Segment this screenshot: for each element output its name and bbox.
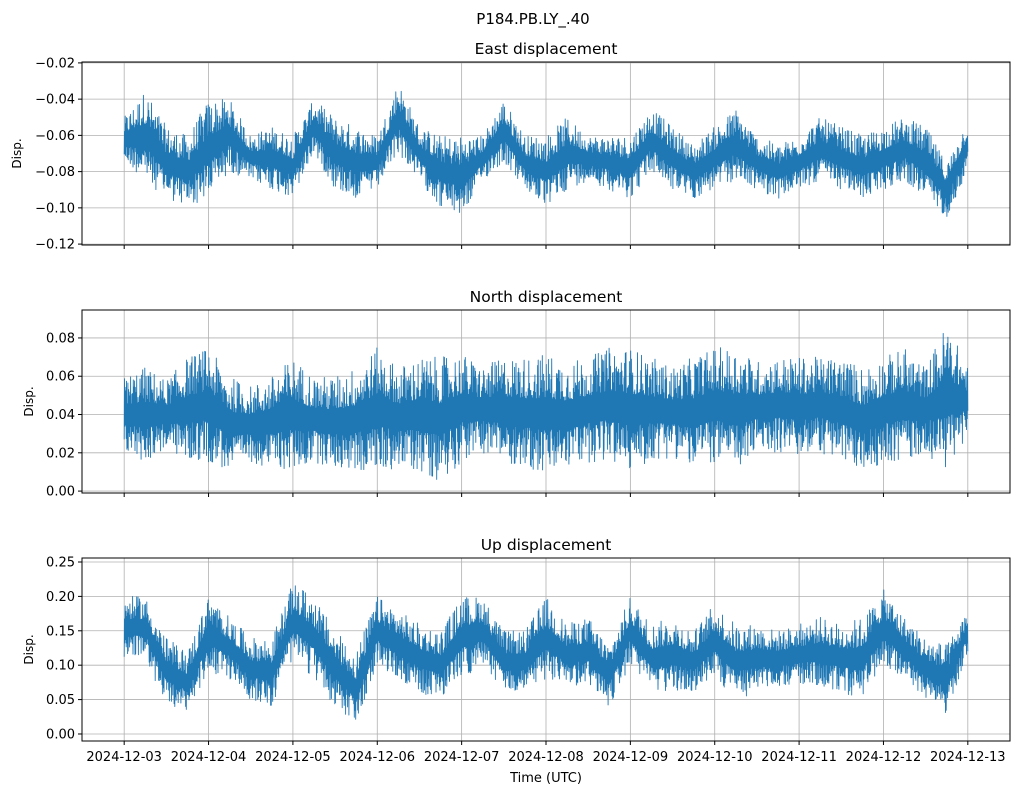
- y-tick-label: 0.02: [46, 446, 75, 461]
- y-tick-label: −0.02: [35, 56, 75, 71]
- y-tick-label: −0.08: [35, 165, 75, 180]
- x-tick-label: 2024-12-13: [930, 750, 1006, 765]
- y-axis-label: Disp.: [22, 386, 36, 416]
- y-axis-label: Disp.: [10, 138, 24, 168]
- y-tick-label: 0.00: [46, 727, 75, 742]
- x-tick-label: 2024-12-05: [255, 750, 331, 765]
- y-tick-label: −0.12: [35, 238, 75, 253]
- data-series-line: [123, 90, 969, 217]
- y-tick-label: −0.06: [35, 129, 75, 144]
- y-axis-label: Disp.: [22, 634, 36, 664]
- y-tick-label: 0.25: [46, 555, 75, 570]
- y-tick-label: 0.15: [46, 624, 75, 639]
- y-tick-label: 0.20: [46, 590, 75, 605]
- panel-title: North displacement: [470, 288, 623, 306]
- x-tick-label: 2024-12-04: [171, 750, 247, 765]
- y-tick-label: 0.05: [46, 693, 75, 708]
- panel-east: −0.12 −0.10 −0.08 −0.06 −0.04 −0.02 East displ…: [10, 40, 1011, 253]
- y-tick-label: 0.06: [46, 370, 75, 385]
- x-tick-label: 2024-12-09: [593, 750, 669, 765]
- y-tick-label: 0.10: [46, 659, 75, 674]
- x-tick-label: 2024-12-03: [86, 750, 162, 765]
- panel-title: East displacement: [475, 40, 618, 58]
- y-tick-label: −0.04: [35, 93, 75, 108]
- x-tick-label: 2024-12-12: [846, 750, 922, 765]
- x-tick-label: 2024-12-10: [677, 750, 753, 765]
- y-tick-label: 0.00: [46, 485, 75, 500]
- y-tick-label: −0.10: [35, 201, 75, 216]
- x-tick-label: 2024-12-11: [761, 750, 837, 765]
- x-tick-label: 2024-12-08: [508, 750, 584, 765]
- panel-title: Up displacement: [481, 536, 612, 554]
- data-series-line: [123, 585, 969, 720]
- x-tick-label: 2024-12-07: [424, 750, 500, 765]
- y-tick-label: 0.04: [46, 408, 75, 423]
- x-tick-label: 2024-12-06: [339, 750, 415, 765]
- x-axis-label: Time (UTC): [509, 771, 582, 786]
- figure-title: P184.PB.LY_.40: [476, 10, 589, 29]
- y-tick-label: 0.08: [46, 331, 75, 346]
- panel-up: 0.00 0.05 0.10 0.15 0.20 0.25 2024-12-03 2024-1…: [22, 536, 1011, 765]
- data-series-line: [123, 332, 969, 480]
- panel-north: 0.00 0.02 0.04 0.06 0.08 North displacement Di…: [22, 288, 1011, 500]
